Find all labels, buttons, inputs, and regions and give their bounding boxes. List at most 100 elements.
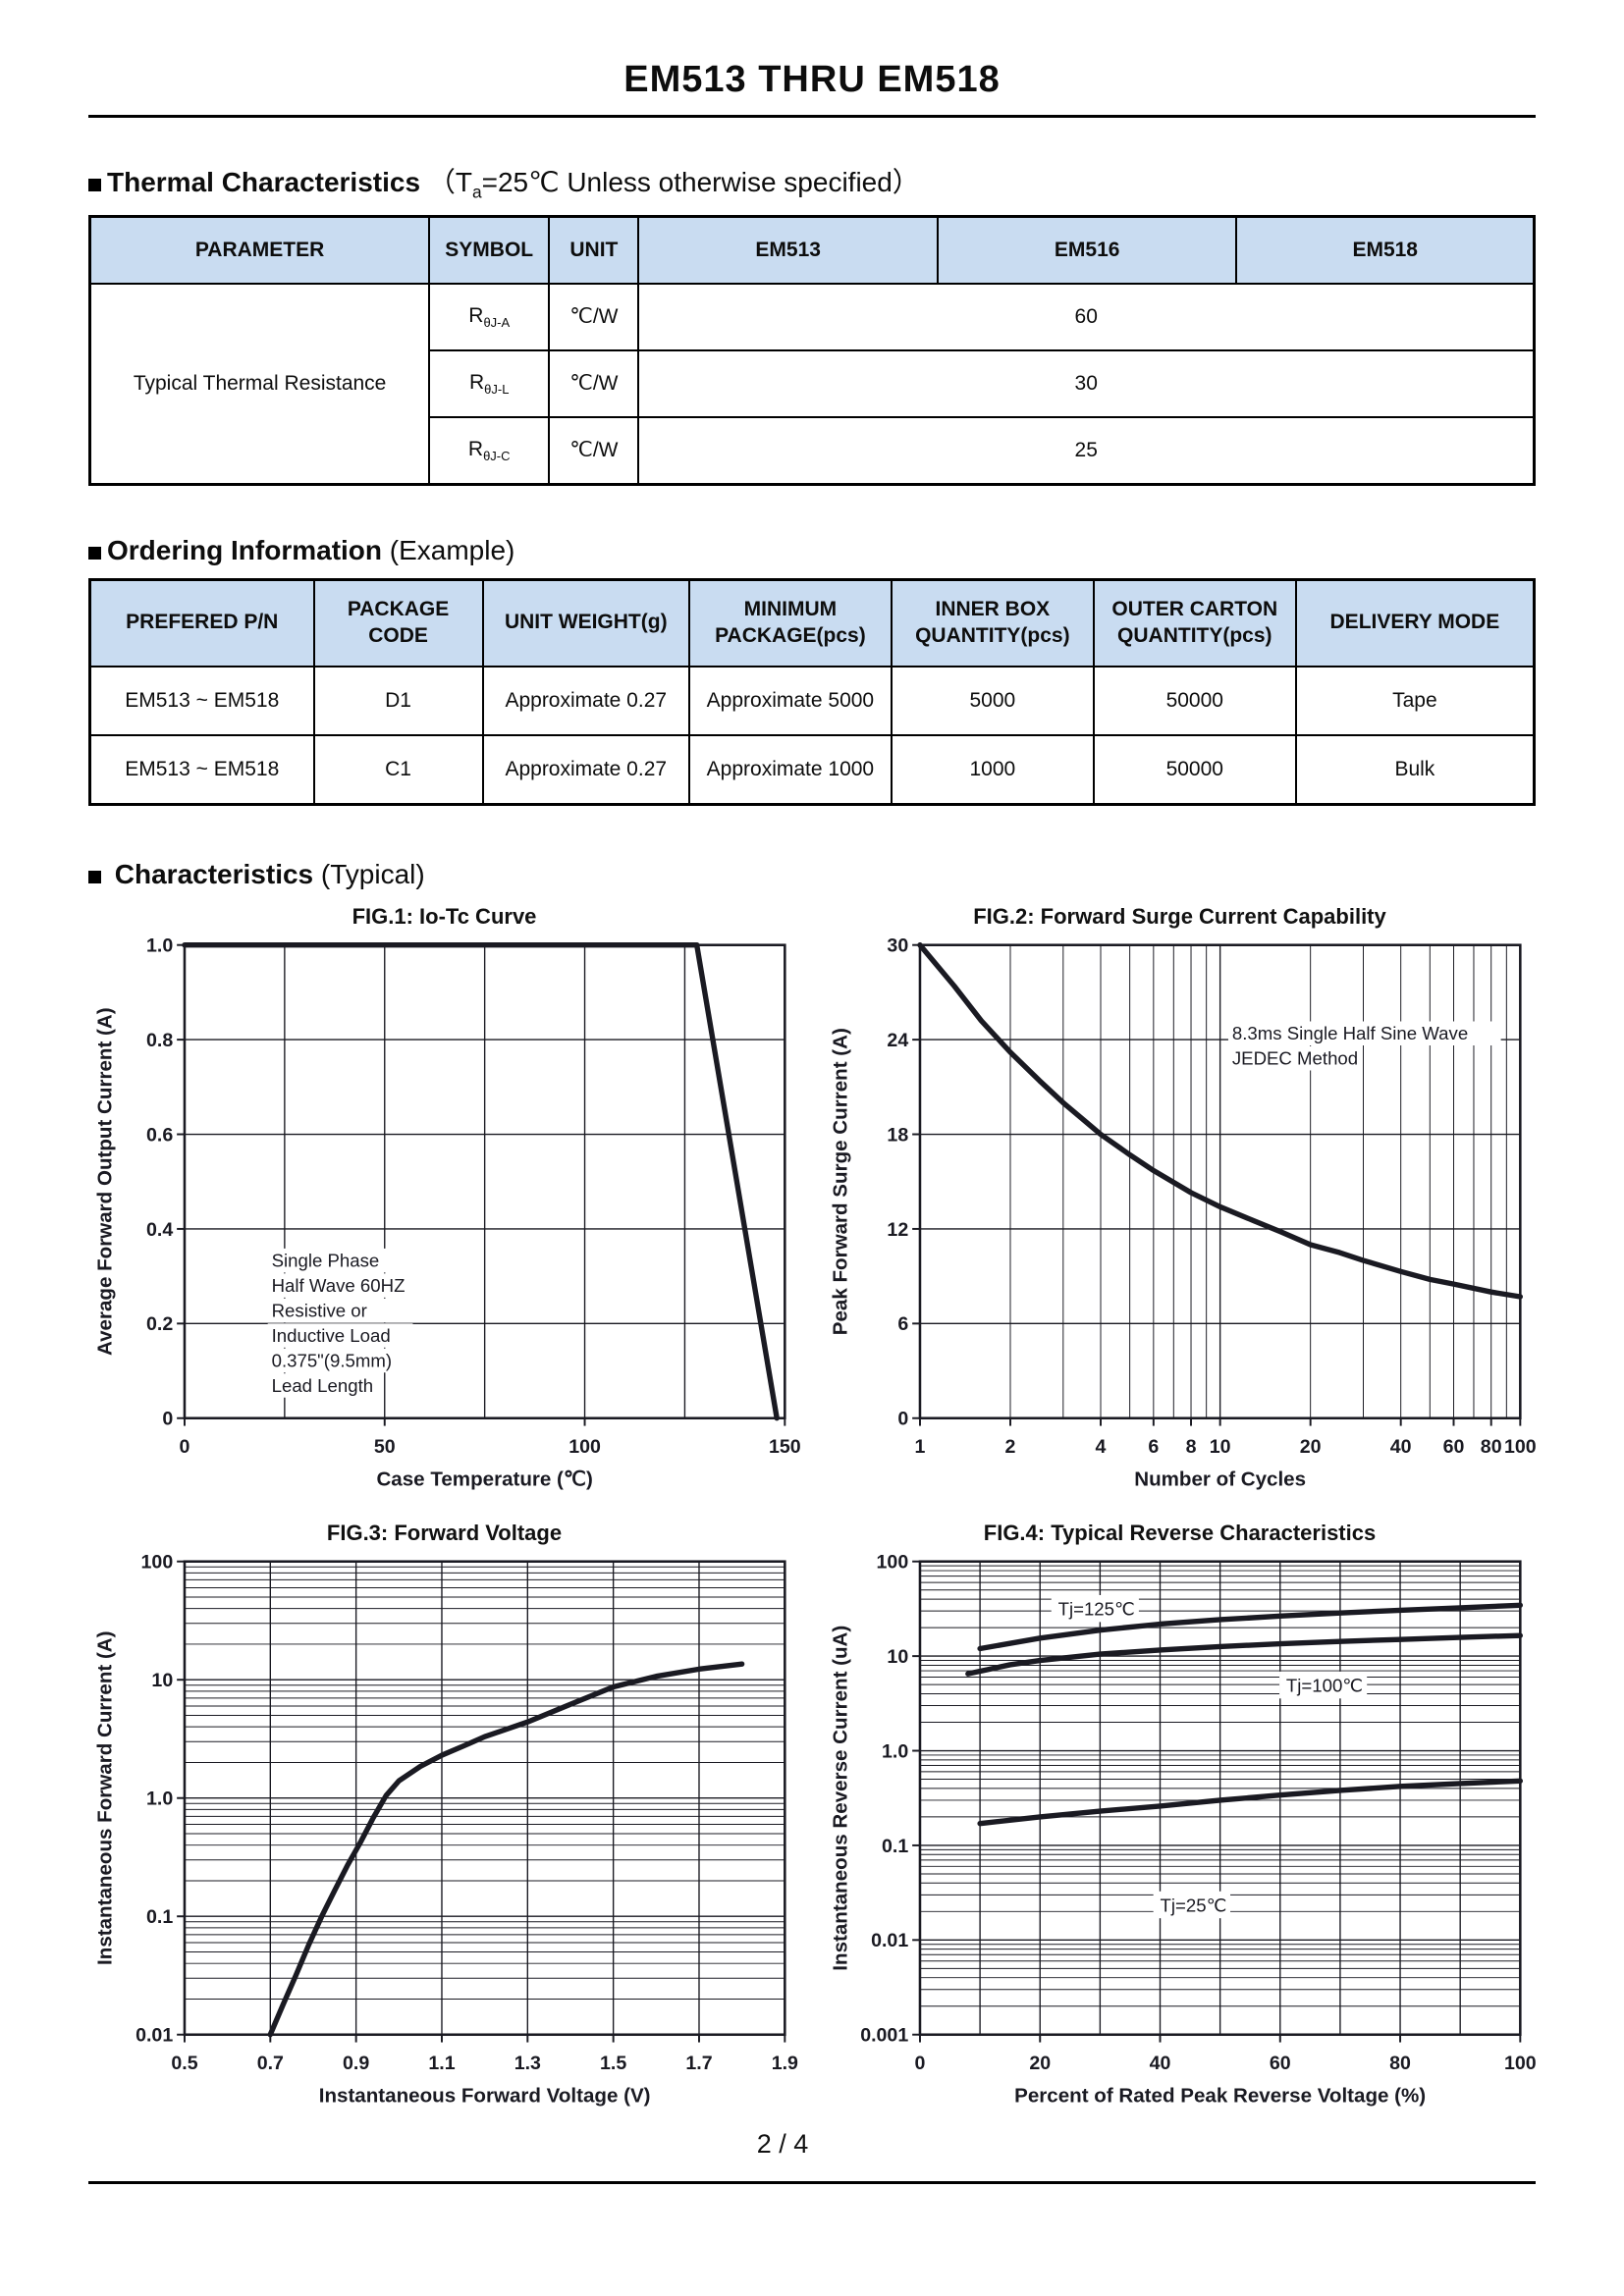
svg-text:Tj=100℃: Tj=100℃ <box>1286 1675 1363 1695</box>
svg-text:Case Temperature (℃): Case Temperature (℃) <box>376 1468 592 1490</box>
svg-text:10: 10 <box>887 1646 908 1668</box>
ordering-cell: Approximate 0.27 <box>481 733 690 806</box>
svg-text:1: 1 <box>915 1436 926 1458</box>
ordering-cell: EM513 ~ EM518 <box>88 665 315 736</box>
svg-text:20: 20 <box>1300 1436 1322 1458</box>
section-bullet-icon <box>88 870 101 883</box>
ordering-cell: 50000 <box>1092 665 1297 736</box>
thermal-value-rjc: 25 <box>637 415 1536 486</box>
thermal-header-em518: EM518 <box>1235 215 1536 285</box>
svg-text:1.9: 1.9 <box>772 2053 798 2074</box>
thermal-unit-cell: ℃/W <box>548 348 640 418</box>
fig3-forward-voltage: FIG.3: Forward Voltage 0.5 0.7 0.9 1.1 1.3 1.… <box>88 1521 800 2115</box>
fig1-plot: 0 50 100 150 0 0.2 0.4 0.6 0.8 1.0 Case Temperatur… <box>94 934 800 1490</box>
thermal-parameter-cell: Typical Thermal Resistance <box>88 282 431 486</box>
svg-text:8.3ms Single Half Sine Wave: 8.3ms Single Half Sine Wave <box>1232 1023 1468 1043</box>
svg-text:6: 6 <box>1148 1436 1159 1458</box>
section-bullet-icon <box>88 546 101 560</box>
svg-text:0.1: 0.1 <box>882 1835 908 1856</box>
fig3-plot: 0.5 0.7 0.9 1.1 1.3 1.5 1.7 1.9 0.01 0.1 1.0 10 100 I… <box>94 1551 799 2107</box>
ordering-table: PREFERED P/N PACKAGE CODE UNIT WEIGHT(g)… <box>88 577 1536 806</box>
svg-text:100: 100 <box>1504 2053 1536 2074</box>
svg-text:0.01: 0.01 <box>871 1930 908 1951</box>
svg-text:Resistive or: Resistive or <box>272 1300 367 1320</box>
svg-text:1.3: 1.3 <box>514 2053 541 2074</box>
page-number: 2 / 4 <box>756 2128 809 2159</box>
thermal-symbol-rjc: RθJ-C <box>428 415 551 486</box>
svg-text:Instantaneous Reverse Current: Instantaneous Reverse Current (uA) <box>830 1625 852 1970</box>
svg-text:0.001: 0.001 <box>860 2024 908 2046</box>
svg-text:24: 24 <box>887 1030 908 1051</box>
svg-text:0.7: 0.7 <box>257 2053 284 2074</box>
thermal-value-rjl: 30 <box>637 348 1536 418</box>
svg-text:40: 40 <box>1150 2053 1171 2074</box>
ordering-header-outer-carton: OUTER CARTON QUANTITY(pcs) <box>1092 578 1297 667</box>
charts-grid: FIG.1: Io-Tc Curve 0 50 100 150 0 0.2 0.4 0.6 0.… <box>88 904 1536 2115</box>
ordering-header-row: PREFERED P/N PACKAGE CODE UNIT WEIGHT(g)… <box>88 578 1536 667</box>
svg-text:4: 4 <box>1096 1436 1107 1458</box>
svg-text:8: 8 <box>1186 1436 1197 1458</box>
svg-text:0: 0 <box>162 1408 173 1429</box>
fig1-title: FIG.1: Io-Tc Curve <box>352 903 537 929</box>
svg-text:20: 20 <box>1029 2053 1051 2074</box>
fig2-forward-surge: FIG.2: Forward Surge Current Capability … <box>824 904 1536 1499</box>
svg-text:0.6: 0.6 <box>146 1124 173 1146</box>
ordering-section-heading: Ordering Information (Example) <box>88 535 1536 566</box>
ordering-cell: Approximate 1000 <box>687 733 893 806</box>
characteristics-heading-suffix: (Typical) <box>313 858 425 889</box>
ordering-cell: D1 <box>312 665 484 736</box>
page-title: EM513 THRU EM518 <box>623 59 1001 100</box>
svg-text:60: 60 <box>1270 2053 1291 2074</box>
datasheet-page: EM513 THRU EM518 Thermal Characteristics… <box>88 59 1536 2184</box>
thermal-symbol-rjl: RθJ-L <box>428 348 551 418</box>
ordering-heading-suffix: (Example) <box>382 534 515 565</box>
svg-text:0.2: 0.2 <box>146 1313 173 1335</box>
ordering-header-delivery-mode: DELIVERY MODE <box>1294 578 1536 667</box>
svg-text:1.7: 1.7 <box>685 2053 712 2074</box>
ordering-header-package-code: PACKAGE CODE <box>312 578 484 667</box>
svg-text:0.4: 0.4 <box>146 1218 173 1240</box>
thermal-header-symbol: SYMBOL <box>428 215 551 285</box>
svg-text:10: 10 <box>1210 1436 1231 1458</box>
svg-text:30: 30 <box>887 934 908 956</box>
svg-text:0.5: 0.5 <box>171 2053 197 2074</box>
thermal-header-em513: EM513 <box>637 215 939 285</box>
svg-text:Instantaneous Forward Current: Instantaneous Forward Current (A) <box>94 1630 117 1964</box>
thermal-row-rjc: RθJ-C ℃/W 25 <box>90 415 1536 486</box>
svg-text:80: 80 <box>1389 2053 1411 2074</box>
ordering-header-unit-weight: UNIT WEIGHT(g) <box>481 578 690 667</box>
svg-text:0: 0 <box>897 1408 908 1429</box>
thermal-unit-cell: ℃/W <box>548 282 640 351</box>
svg-text:Number of Cycles: Number of Cycles <box>1134 1468 1306 1490</box>
ordering-cell: Approximate 5000 <box>687 665 893 736</box>
thermal-header-parameter: PARAMETER <box>88 215 431 285</box>
svg-text:100: 100 <box>568 1436 601 1458</box>
svg-text:Single Phase: Single Phase <box>272 1250 380 1270</box>
thermal-heading-text: Thermal Characteristics <box>107 167 421 197</box>
svg-text:1.1: 1.1 <box>428 2053 455 2074</box>
svg-text:0: 0 <box>915 2053 926 2074</box>
ordering-header-minimum-package: MINIMUM PACKAGE(pcs) <box>687 578 893 667</box>
fig1-io-tc-curve: FIG.1: Io-Tc Curve 0 50 100 150 0 0.2 0.4 0.6 0.… <box>88 904 800 1499</box>
thermal-header-row: PARAMETER SYMBOL UNIT EM513 EM516 EM518 <box>88 215 1536 285</box>
title-divider <box>88 115 1536 118</box>
svg-text:0.8: 0.8 <box>146 1030 173 1051</box>
thermal-value-rja: 60 <box>637 282 1536 351</box>
svg-text:Tj=125℃: Tj=125℃ <box>1058 1598 1135 1619</box>
ordering-cell: 5000 <box>890 665 1095 736</box>
ordering-cell: 50000 <box>1092 733 1297 806</box>
ordering-cell: Approximate 0.27 <box>481 665 690 736</box>
thermal-condition: （Ta=25℃ Unless otherwise specified） <box>427 167 920 202</box>
fig4-reverse-characteristics: FIG.4: Typical Reverse Characteristics 0… <box>824 1521 1536 2115</box>
thermal-section-heading: Thermal Characteristics （Ta=25℃ Unless o… <box>88 161 1536 203</box>
svg-text:150: 150 <box>769 1436 800 1458</box>
ordering-header-inner-box: INNER BOX QUANTITY(pcs) <box>890 578 1095 667</box>
svg-text:Tj=25℃: Tj=25℃ <box>1161 1895 1227 1915</box>
characteristics-section-heading: Characteristics (Typical) <box>88 859 1536 890</box>
ordering-cell: Tape <box>1294 665 1536 736</box>
svg-text:10: 10 <box>151 1670 173 1691</box>
thermal-row-rjl: RθJ-L ℃/W 30 <box>90 348 1536 418</box>
svg-text:80: 80 <box>1481 1436 1502 1458</box>
ordering-cell: EM513 ~ EM518 <box>88 733 315 806</box>
